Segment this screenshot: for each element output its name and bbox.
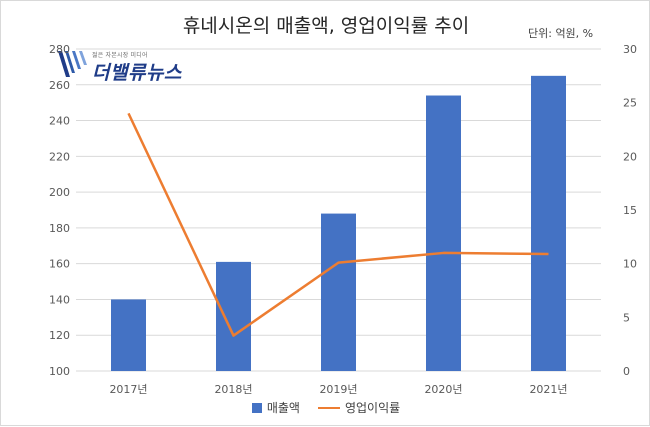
y-right-tick-label: 5 bbox=[623, 311, 630, 324]
y-right-tick-label: 25 bbox=[623, 97, 637, 110]
y-right-tick-label: 20 bbox=[623, 150, 637, 163]
legend-swatch-sales bbox=[252, 403, 262, 413]
y-right-tick-label: 0 bbox=[623, 365, 630, 378]
x-tick-label: 2019년 bbox=[319, 383, 357, 396]
x-tick-label: 2018년 bbox=[214, 383, 252, 396]
y-right-tick-label: 15 bbox=[623, 204, 637, 217]
bar-sales bbox=[111, 299, 146, 371]
legend: 매출액 영업이익률 bbox=[1, 399, 650, 416]
legend-item-margin: 영업이익률 bbox=[318, 399, 400, 416]
y-left-tick-label: 100 bbox=[49, 365, 70, 378]
bar-sales bbox=[216, 262, 251, 371]
bar-sales bbox=[321, 214, 356, 371]
legend-label-sales: 매출액 bbox=[267, 399, 300, 416]
y-right-tick-label: 10 bbox=[623, 258, 637, 271]
x-tick-label: 2017년 bbox=[109, 383, 147, 396]
y-left-tick-label: 120 bbox=[49, 329, 70, 342]
y-left-tick-label: 260 bbox=[49, 79, 70, 92]
bar-sales bbox=[426, 96, 461, 371]
y-left-tick-label: 140 bbox=[49, 293, 70, 306]
legend-swatch-margin bbox=[318, 407, 340, 409]
bar-sales bbox=[531, 76, 566, 371]
y-right-tick-label: 30 bbox=[623, 43, 637, 56]
legend-item-sales: 매출액 bbox=[252, 399, 300, 416]
y-left-tick-label: 240 bbox=[49, 115, 70, 128]
x-tick-label: 2020년 bbox=[424, 383, 462, 396]
x-tick-label: 2021년 bbox=[529, 383, 567, 396]
y-left-tick-label: 280 bbox=[49, 43, 70, 56]
y-left-tick-label: 160 bbox=[49, 258, 70, 271]
y-left-tick-label: 220 bbox=[49, 150, 70, 163]
y-left-tick-label: 180 bbox=[49, 222, 70, 235]
y-left-tick-label: 200 bbox=[49, 186, 70, 199]
legend-label-margin: 영업이익률 bbox=[345, 399, 400, 416]
